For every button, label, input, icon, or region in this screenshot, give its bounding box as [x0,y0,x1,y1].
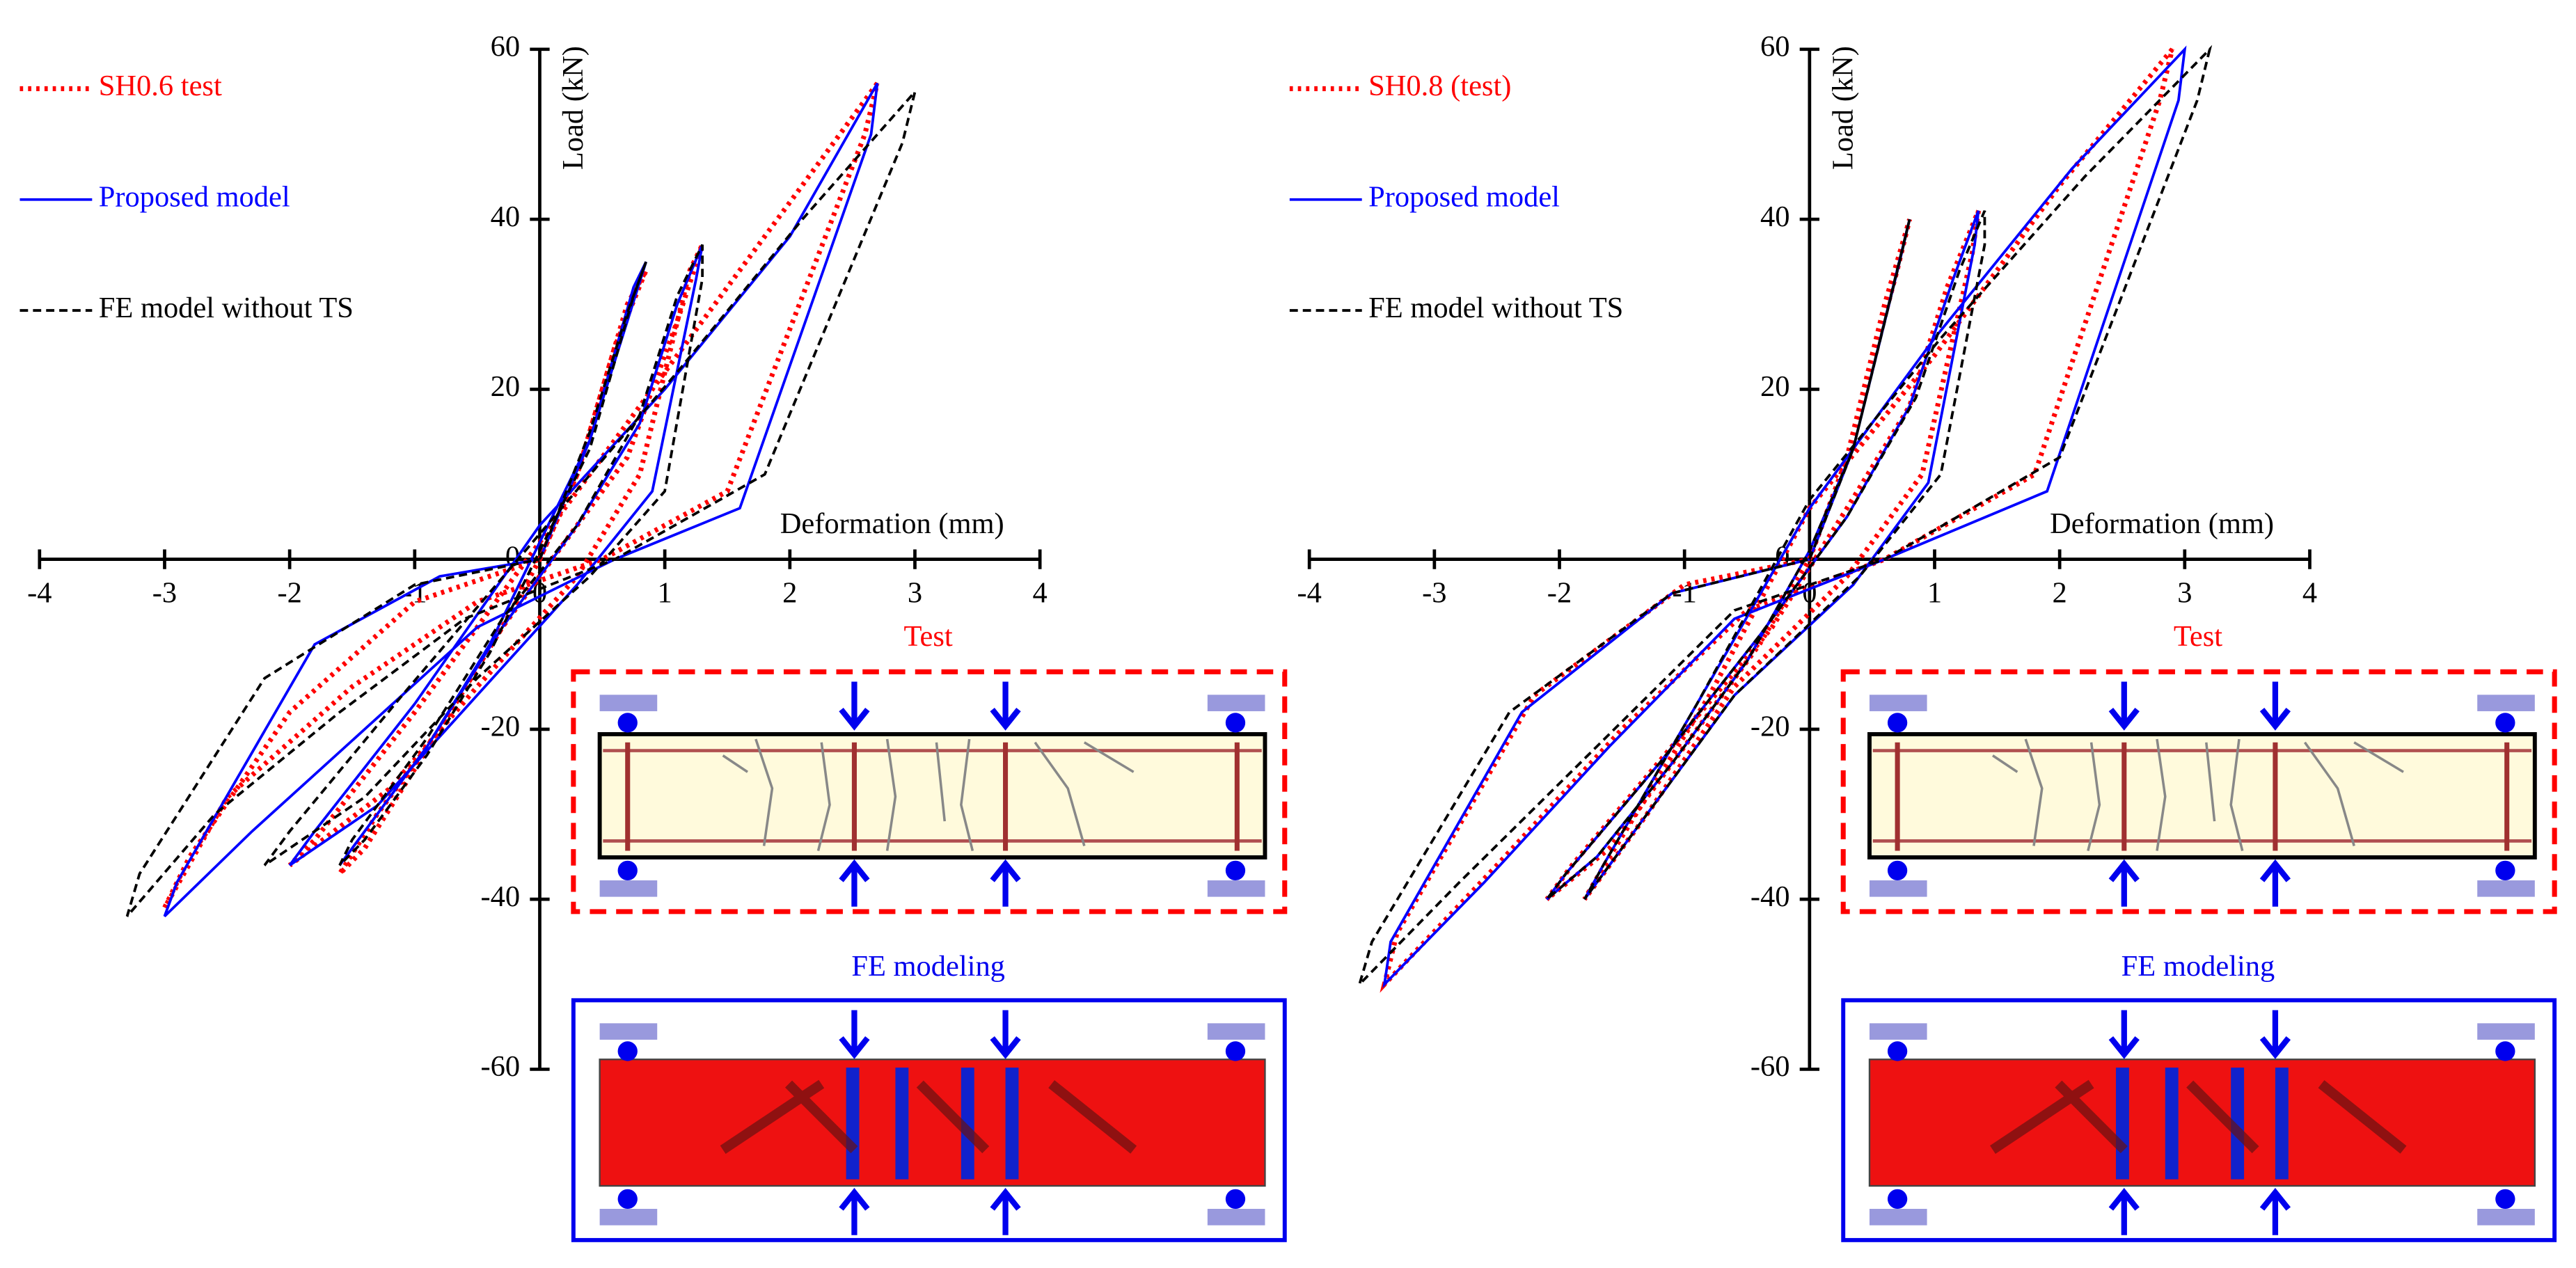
y-tick-label: -40 [1751,880,1790,913]
y-tick-label: 20 [1760,370,1789,403]
x-tick-label: 4 [1033,576,1048,609]
x-tick-label: -3 [1422,576,1446,609]
y-axis-label: Load (kN) [1827,46,1860,170]
legend-label: Proposed model [99,181,290,214]
x-tick-label: 0 [1802,576,1817,609]
x-axis-label: Deformation (mm) [780,507,1004,540]
y-tick-label: 20 [491,370,520,403]
annotation: FE modeling [2121,950,2275,983]
annotation: Test [904,620,953,653]
x-tick-label: -2 [277,576,301,609]
x-tick-label: -4 [27,576,52,609]
x-tick-label: 3 [2177,576,2192,609]
x-tick-label: 1 [1927,576,1942,609]
x-tick-label: 3 [908,576,922,609]
legend-label: SH0.6 test [99,70,222,102]
annotation: FE modeling [851,950,1005,983]
data-line [1380,47,2175,993]
x-tick-label: 2 [782,576,797,609]
x-axis-label: Deformation (mm) [2050,507,2274,540]
data-line [125,90,917,917]
x-tick-label: -3 [152,576,177,609]
x-tick-label: 4 [2302,576,2317,609]
data-line [1358,45,2213,985]
legend-label: Proposed model [1368,181,1560,214]
y-tick-label: -40 [481,880,521,913]
x-tick-label: 1 [658,576,672,609]
x-tick-label: -2 [1547,576,1572,609]
y-axis-label: Load (kN) [557,46,590,170]
legend-label: FE model without TS [99,292,354,324]
data-line [1382,45,2187,988]
data-line [163,82,879,918]
annotation: Test [2174,620,2222,653]
y-tick-label: -60 [1751,1050,1790,1083]
y-tick-label: 60 [491,31,520,63]
x-tick-label: -1 [402,576,427,609]
y-tick-label: -20 [481,711,521,743]
y-tick-label: 40 [1760,200,1789,233]
chart: -4 -3 -2 -1 0 1 2 3 4-60-40-200204060Deformation… [1289,31,2554,1240]
legend-label: FE model without TS [1368,292,1623,324]
y-tick-label: 40 [491,200,520,233]
y-tick-label: 60 [1760,31,1789,63]
chart: -4 -3 -2 -1 0 1 2 3 4-60-40-200204060Deformation… [19,31,1285,1240]
legend-label: SH0.8 (test) [1368,70,1511,102]
x-tick-label: -4 [1297,576,1321,609]
x-tick-label: 2 [2053,576,2067,609]
y-tick-label: -60 [481,1050,521,1083]
y-tick-label: -20 [1751,711,1790,743]
